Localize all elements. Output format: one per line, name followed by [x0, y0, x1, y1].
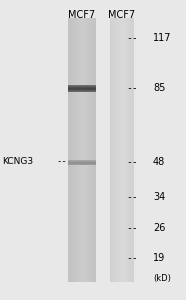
Bar: [68, 87, 96, 88]
Bar: [68, 162, 96, 163]
Bar: [68, 86, 96, 87]
Text: 85: 85: [153, 83, 165, 93]
Bar: [81, 18, 82, 282]
Bar: [76, 18, 77, 282]
Bar: [123, 18, 124, 282]
Bar: [68, 89, 96, 90]
Bar: [90, 18, 91, 282]
Bar: [129, 18, 130, 282]
Bar: [68, 88, 96, 89]
Bar: [125, 18, 126, 282]
Bar: [112, 18, 113, 282]
Bar: [94, 18, 95, 282]
Bar: [68, 163, 96, 164]
Bar: [120, 18, 121, 282]
Bar: [115, 18, 116, 282]
Bar: [126, 18, 127, 282]
Bar: [72, 18, 73, 282]
Text: --: --: [126, 83, 138, 93]
Text: MCF7: MCF7: [108, 10, 136, 20]
Bar: [130, 18, 131, 282]
Bar: [113, 18, 114, 282]
Bar: [68, 18, 69, 282]
Bar: [124, 18, 125, 282]
Bar: [80, 18, 81, 282]
Bar: [82, 18, 83, 282]
Bar: [75, 18, 76, 282]
Bar: [68, 161, 96, 162]
Bar: [83, 18, 84, 282]
Bar: [92, 18, 93, 282]
Bar: [73, 18, 74, 282]
Bar: [91, 18, 92, 282]
Bar: [119, 18, 120, 282]
Text: --: --: [56, 158, 67, 166]
Bar: [68, 160, 96, 161]
Text: 26: 26: [153, 223, 165, 233]
Bar: [68, 85, 96, 86]
Bar: [128, 18, 129, 282]
Text: --: --: [126, 33, 138, 43]
Bar: [114, 18, 115, 282]
Bar: [110, 18, 111, 282]
Text: (kD): (kD): [153, 274, 171, 283]
Bar: [95, 18, 96, 282]
Bar: [71, 18, 72, 282]
Bar: [116, 18, 117, 282]
Bar: [111, 18, 112, 282]
Bar: [89, 18, 90, 282]
Bar: [118, 18, 119, 282]
Text: KCNG3: KCNG3: [2, 158, 33, 166]
Bar: [132, 18, 133, 282]
Bar: [86, 18, 87, 282]
Bar: [77, 18, 78, 282]
Text: 19: 19: [153, 253, 165, 263]
Text: MCF7: MCF7: [68, 10, 96, 20]
Text: --: --: [126, 253, 138, 263]
Bar: [117, 18, 118, 282]
Text: 34: 34: [153, 192, 165, 202]
Bar: [74, 18, 75, 282]
Bar: [133, 18, 134, 282]
Bar: [79, 18, 80, 282]
Bar: [85, 18, 86, 282]
Bar: [88, 18, 89, 282]
Text: 117: 117: [153, 33, 171, 43]
Bar: [121, 18, 122, 282]
Bar: [70, 18, 71, 282]
Text: 48: 48: [153, 157, 165, 167]
Bar: [87, 18, 88, 282]
Bar: [127, 18, 128, 282]
Text: --: --: [126, 157, 138, 167]
Text: --: --: [126, 192, 138, 202]
Bar: [84, 18, 85, 282]
Bar: [68, 164, 96, 165]
Text: --: --: [126, 223, 138, 233]
Bar: [122, 18, 123, 282]
Bar: [131, 18, 132, 282]
Bar: [68, 91, 96, 92]
Bar: [69, 18, 70, 282]
Bar: [78, 18, 79, 282]
Bar: [68, 90, 96, 91]
Bar: [93, 18, 94, 282]
